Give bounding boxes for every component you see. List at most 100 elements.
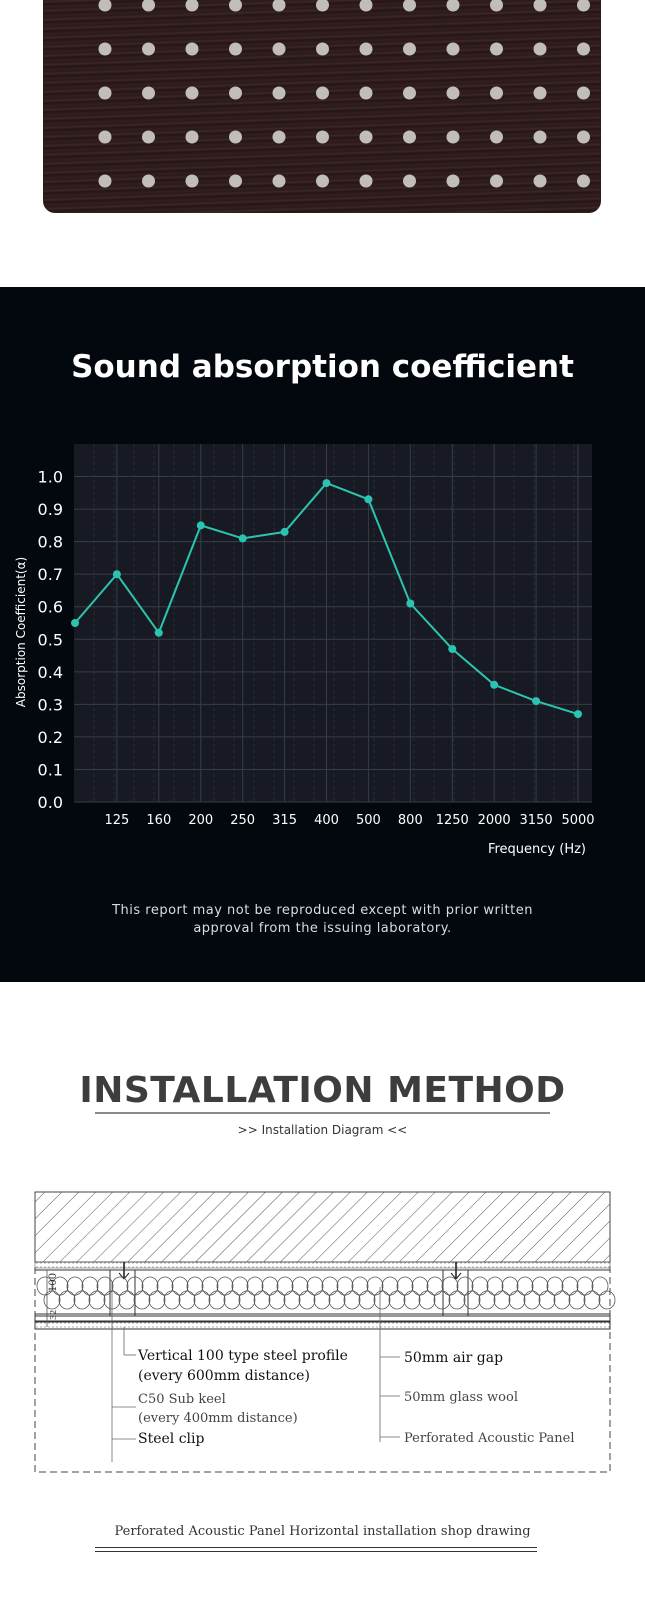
perforation-hole	[316, 130, 329, 144]
wool-loop	[463, 1290, 481, 1310]
data-point	[196, 521, 205, 530]
wool-loop	[238, 1290, 256, 1310]
perforation-hole	[229, 86, 242, 100]
data-point	[490, 680, 499, 689]
wool-loop	[501, 1276, 519, 1296]
slab-plaster-layer	[34, 1261, 611, 1269]
wool-loop	[141, 1276, 159, 1296]
wool-loop	[516, 1276, 534, 1296]
y-tick-label: 0.6	[38, 598, 63, 617]
perforation-hole	[577, 42, 590, 56]
glass-wool-layer	[36, 1276, 616, 1310]
x-tick-label: 160	[146, 813, 171, 828]
data-point	[280, 527, 289, 536]
perforation-hole	[490, 174, 503, 188]
y-tick-label: 0.9	[38, 500, 63, 519]
x-tick-label: 5000	[561, 813, 594, 828]
absorption-line-chart: 0.0 0.1 0.2 0.3 0.4 0.5 0.6 0.7 0.8 0.9 1.0 125 160 2…	[14, 444, 595, 857]
wool-loop	[426, 1276, 444, 1296]
label-acoustic-panel: Perforated Acoustic Panel	[404, 1431, 575, 1446]
wool-loop	[43, 1290, 61, 1310]
wool-loop	[223, 1290, 241, 1310]
perforation-hole	[490, 42, 503, 56]
x-tick-label: 800	[398, 813, 423, 828]
label-glass-wool: 50mm glass wool	[404, 1390, 518, 1405]
wool-loop	[553, 1290, 571, 1310]
y-tick-label: 0.0	[38, 793, 63, 812]
y-tick-label: 0.4	[38, 663, 63, 682]
chart-title: Sound absorption coefficient	[71, 349, 574, 385]
x-tick-label: 125	[105, 813, 130, 828]
x-axis-label: Frequency (Hz)	[488, 842, 586, 857]
wool-loop	[493, 1290, 511, 1310]
wool-loop	[373, 1290, 391, 1310]
perforation-hole	[185, 0, 199, 12]
wool-loop	[88, 1290, 106, 1310]
data-point	[532, 697, 541, 706]
x-tick-label: 1250	[436, 813, 469, 828]
perforation-hole	[533, 42, 547, 56]
perforation-hole	[272, 42, 286, 56]
perforation-hole	[359, 42, 373, 56]
wool-loop	[178, 1290, 196, 1310]
concrete-ceiling-slab	[34, 1191, 611, 1263]
wool-loop	[576, 1276, 594, 1296]
wool-loop	[598, 1290, 616, 1310]
sub-keel-strip	[34, 1315, 611, 1322]
data-point	[448, 645, 457, 653]
label-vertical-profile-spacing: (every 600mm distance)	[138, 1368, 310, 1384]
dimension-32: 32	[49, 1310, 58, 1320]
perforation-hole	[272, 86, 286, 100]
wool-loop	[81, 1276, 99, 1296]
wool-loop	[261, 1276, 279, 1296]
perforation-hole	[142, 42, 155, 56]
perforation-hole	[98, 0, 112, 12]
wool-loop	[73, 1290, 91, 1310]
installation-diagram: 100 32 Vertical 100 type steel profile (…	[34, 1191, 616, 1473]
perforation-hole	[359, 174, 373, 188]
wool-loop	[568, 1290, 586, 1310]
x-tick-label: 2000	[478, 813, 511, 828]
left-leaders	[111, 1282, 136, 1462]
y-tick-label: 0.1	[38, 760, 63, 779]
perforation-hole	[229, 0, 242, 12]
wool-loop	[538, 1290, 556, 1310]
wool-loop	[358, 1290, 376, 1310]
perforation-hole	[229, 42, 242, 56]
perforation-hole	[359, 86, 373, 100]
wool-loop	[216, 1276, 234, 1296]
x-tick-label: 3150	[520, 813, 553, 828]
wool-loop	[231, 1276, 249, 1296]
data-point	[322, 479, 331, 488]
label-sub-keel: C50 Sub keel	[138, 1392, 226, 1407]
y-tick-label: 0.5	[38, 630, 63, 649]
wool-loop	[111, 1276, 129, 1296]
perforation-hole	[316, 0, 329, 12]
x-tick-label: 500	[356, 813, 381, 828]
perforation-hole	[446, 86, 460, 100]
wool-loop	[478, 1290, 496, 1310]
perforation-hole	[142, 174, 155, 188]
wool-loop	[298, 1290, 316, 1310]
perforation-hole	[533, 130, 547, 144]
data-point	[364, 495, 373, 504]
x-tick-label: 250	[230, 813, 255, 828]
data-point	[406, 599, 415, 608]
report-disclaimer: This report may not be reproduced except…	[90, 902, 555, 938]
wool-loop	[396, 1276, 414, 1296]
wool-loop	[321, 1276, 339, 1296]
absorption-chart-section: Sound absorption coefficient 0.0 0.1 0.2 0.…	[0, 287, 645, 982]
perforation-hole	[185, 174, 199, 188]
wool-loop	[508, 1290, 526, 1310]
x-tick-label: 400	[314, 813, 339, 828]
wool-loop	[403, 1290, 421, 1310]
wool-loop	[433, 1290, 451, 1310]
wool-loop	[253, 1290, 271, 1310]
perforation-hole	[185, 42, 199, 56]
wool-loop	[531, 1276, 549, 1296]
perforation-hole	[185, 130, 199, 144]
perforation-hole	[272, 130, 286, 144]
caption-underline-bottom	[95, 1551, 537, 1552]
wool-loop	[456, 1276, 474, 1296]
perforation-hole	[577, 174, 590, 188]
